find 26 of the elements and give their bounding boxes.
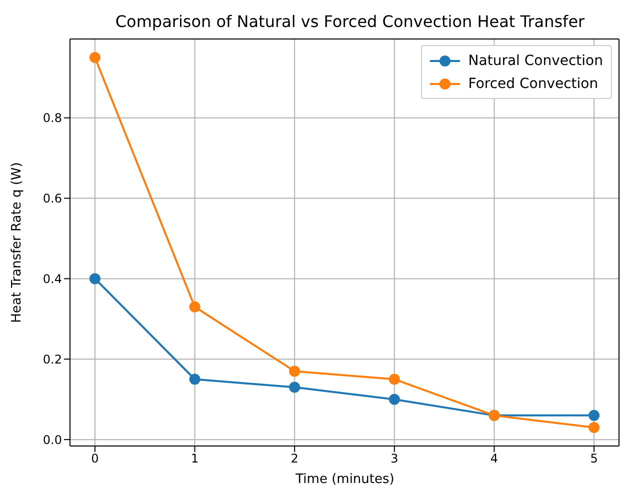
y-tick-label: 0.4 bbox=[42, 272, 62, 286]
point bbox=[189, 374, 200, 385]
y-tick-label: 0.0 bbox=[42, 432, 62, 447]
chart-title: Comparison of Natural vs Forced Convection Heat Transfer bbox=[114, 12, 586, 31]
point bbox=[289, 366, 300, 377]
point bbox=[89, 52, 100, 63]
x-axis-title: Time (minutes) bbox=[294, 472, 396, 487]
legend-label: Forced Convection bbox=[468, 76, 598, 92]
x-tick-label: 3 bbox=[390, 452, 398, 466]
x-tick-label: 0 bbox=[91, 452, 99, 466]
y-tick-label: 0.2 bbox=[42, 352, 62, 366]
x-tick-label: 1 bbox=[190, 452, 199, 466]
y-tick-label: 0.6 bbox=[42, 192, 62, 206]
x-tick-label: 2 bbox=[290, 452, 298, 466]
point bbox=[388, 374, 400, 385]
x-tick-label: 5 bbox=[590, 452, 598, 466]
point bbox=[388, 394, 400, 405]
point bbox=[289, 382, 300, 393]
x-tick-label: 4 bbox=[490, 452, 498, 466]
point bbox=[588, 422, 600, 433]
legend-label: Natural Convection bbox=[468, 52, 603, 68]
y-tick-label: 0.8 bbox=[42, 111, 62, 126]
point bbox=[588, 410, 600, 421]
y-axis-title: Heat Transfer Rate q (W) bbox=[10, 162, 25, 323]
point bbox=[89, 273, 100, 284]
point bbox=[189, 301, 200, 312]
